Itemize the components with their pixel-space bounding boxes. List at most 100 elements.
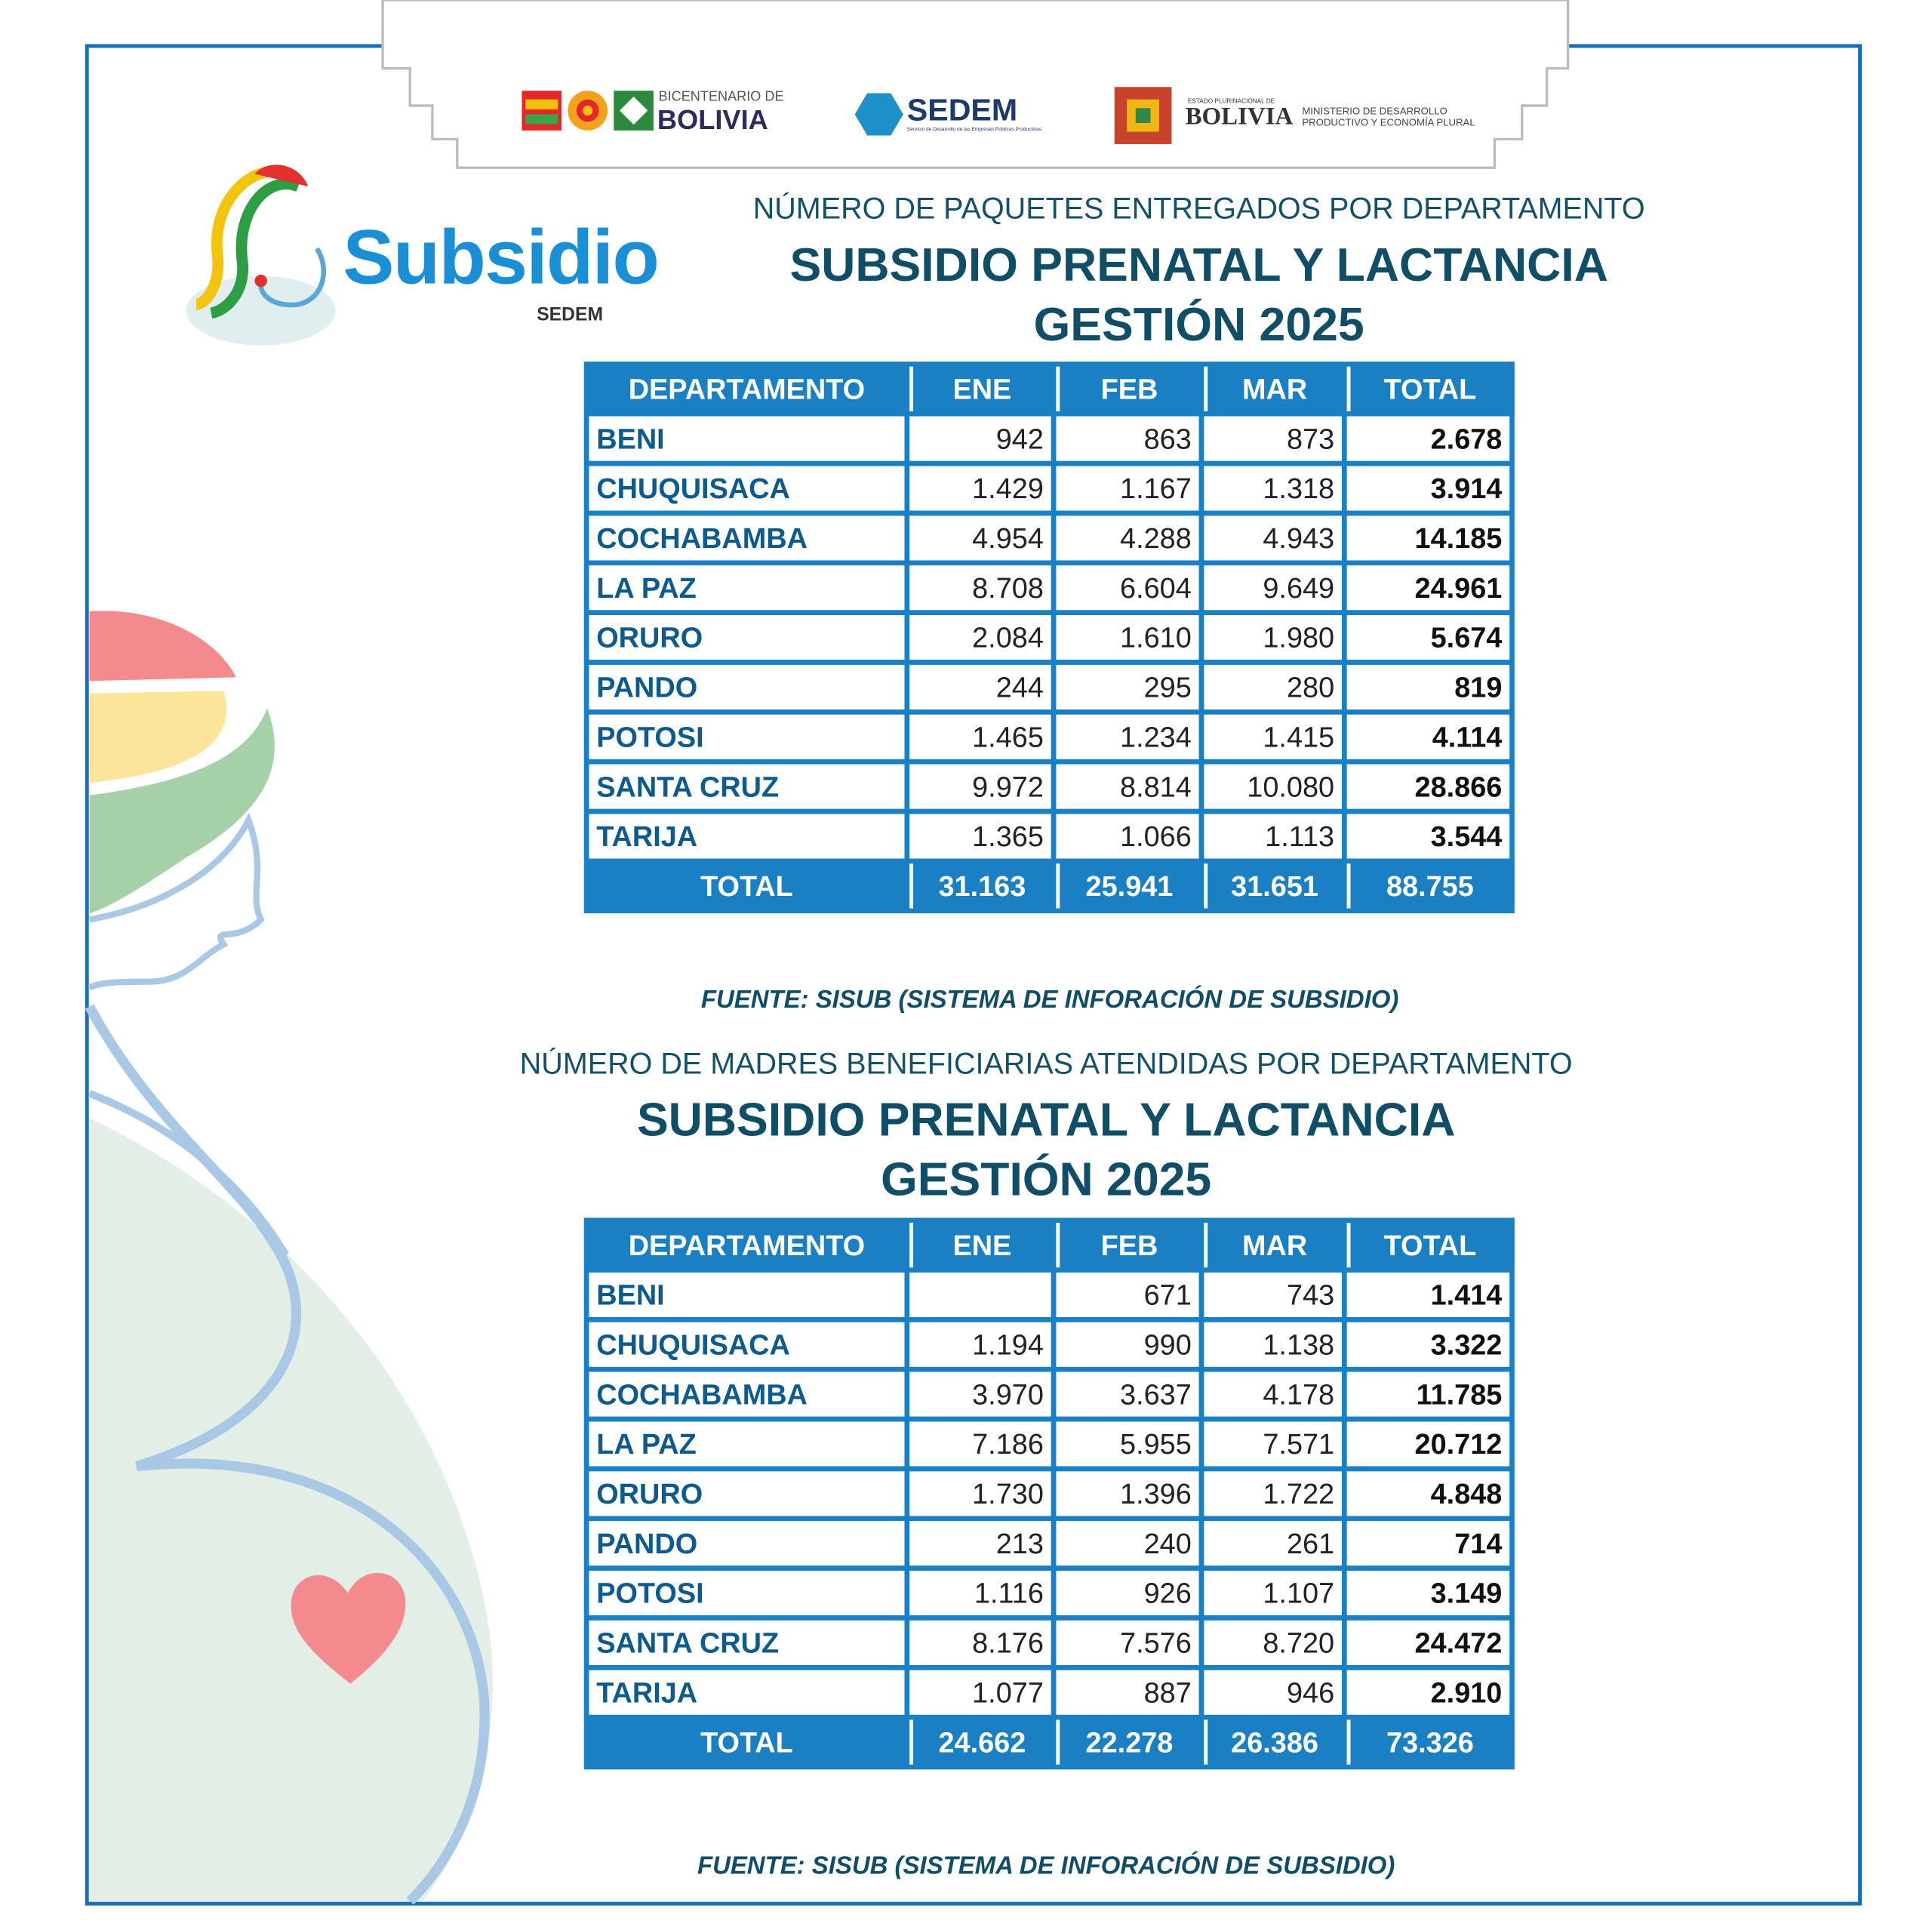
cell: 9.972 (908, 762, 1053, 811)
department: BENI (587, 1271, 906, 1319)
cell: 1.113 (1202, 812, 1343, 860)
subtitle: NÚMERO DE MADRES BENEFICIARIAS ATENDIDAS… (519, 1047, 1573, 1082)
department: SANTA CRUZ (587, 762, 906, 811)
cell: 8.708 (908, 564, 1053, 611)
cell: 2.910 (1345, 1668, 1511, 1716)
total-cell: 73.326 (1346, 1719, 1510, 1765)
column-header: MAR (1204, 366, 1343, 411)
cell: 1.415 (1202, 713, 1343, 761)
cell: 671 (1054, 1271, 1201, 1319)
column-header: DEPARTAMENTO (589, 366, 905, 411)
cell: 1.429 (908, 464, 1053, 513)
cell: 261 (1202, 1519, 1343, 1567)
table-body: DEPARTAMENTO ENE FEB MAR TOTAL BENI 942 863 873 2… (587, 366, 1511, 909)
department: POTOSI (587, 713, 906, 761)
total-cell: 25.941 (1056, 863, 1199, 909)
source: FUENTE: SISUB (SISTEMA DE INFORACIÓN DE … (700, 987, 1399, 1014)
cell: 14.185 (1345, 514, 1511, 562)
cell: 1.610 (1054, 614, 1201, 661)
sedem-tagline: Servicio de Desarrollo de las Empresas P… (906, 125, 1042, 132)
cell: 8.720 (1202, 1619, 1343, 1667)
data-table: DEPARTAMENTO ENE FEB MAR TOTAL BENI 671 743 1.41… (583, 1217, 1515, 1770)
cell: 295 (1054, 663, 1201, 711)
cell: 240 (1054, 1519, 1201, 1567)
estado-big: BOLIVIA (1185, 103, 1294, 131)
cell: 2.678 (1345, 414, 1511, 463)
cell: 8.814 (1054, 762, 1201, 811)
ministerio: MINISTERIO DE DESARROLLO PRODUCTIVO Y ECO… (1302, 106, 1475, 128)
cell: 1.730 (908, 1470, 1053, 1518)
department: TARIJA (587, 812, 906, 860)
total-cell: TOTAL (589, 863, 905, 909)
bicentenario-small: BICENTENARIO DE (658, 89, 784, 105)
title: SUBSIDIO PRENATAL Y LACTANCIA (789, 239, 1608, 292)
total-row: TOTAL 31.163 25.941 31.651 88.755 (589, 863, 1510, 909)
header-row: DEPARTAMENTO ENE FEB MAR TOTAL (589, 1222, 1510, 1268)
cell: 24.961 (1345, 564, 1511, 611)
data-row: CHUQUISACA 1.194 990 1.138 3.322 (587, 1321, 1511, 1368)
data-row: POTOSI 1.465 1.234 1.415 4.114 (587, 713, 1511, 761)
data-row: LA PAZ 7.186 5.955 7.571 20.712 (587, 1420, 1511, 1468)
cell: 1.167 (1054, 464, 1201, 513)
cell: 4.954 (908, 514, 1053, 562)
cell: 2.084 (908, 614, 1053, 661)
cell (908, 1271, 1053, 1319)
column-header: ENE (909, 366, 1051, 411)
header-row: DEPARTAMENTO ENE FEB MAR TOTAL (589, 366, 1510, 411)
cell: 3.970 (908, 1370, 1053, 1418)
cell: 990 (1054, 1321, 1201, 1368)
cell: 3.914 (1345, 464, 1511, 513)
cell: 1.138 (1202, 1321, 1343, 1368)
cell: 873 (1202, 414, 1343, 463)
title: GESTIÓN 2025 (881, 1154, 1212, 1207)
data-row: PANDO 244 295 280 819 (587, 663, 1511, 711)
source: FUENTE: SISUB (SISTEMA DE INFORACIÓN DE … (697, 1852, 1395, 1880)
cell: 244 (908, 663, 1053, 711)
total-cell: 22.278 (1056, 1719, 1199, 1765)
department: CHUQUISACA (587, 464, 906, 513)
cell: 9.649 (1202, 564, 1343, 611)
cell: 1.194 (908, 1321, 1053, 1368)
data-row: BENI 671 743 1.414 (587, 1271, 1511, 1319)
table-body: DEPARTAMENTO ENE FEB MAR TOTAL BENI 671 743 1.41… (587, 1222, 1511, 1765)
data-row: CHUQUISACA 1.429 1.167 1.318 3.914 (587, 464, 1511, 513)
cell: 5.955 (1054, 1420, 1201, 1468)
cell: 4.848 (1345, 1470, 1511, 1518)
department: SANTA CRUZ (587, 1619, 906, 1667)
column-header: DEPARTAMENTO (589, 1222, 905, 1268)
data-row: SANTA CRUZ 9.972 8.814 10.080 28.866 (587, 762, 1511, 811)
cell: 1.365 (908, 812, 1053, 860)
logo-name: Subsidio (343, 214, 659, 301)
data-row: COCHABAMBA 4.954 4.288 4.943 14.185 (587, 514, 1511, 562)
cell: 20.712 (1345, 1420, 1511, 1468)
cell: 213 (908, 1519, 1053, 1567)
department: COCHABAMBA (587, 1370, 906, 1418)
department: BENI (587, 414, 906, 463)
cell: 4.114 (1345, 713, 1511, 761)
cell: 926 (1054, 1569, 1201, 1617)
data-row: TARIJA 1.365 1.066 1.113 3.544 (587, 812, 1511, 860)
cell: 1.066 (1054, 812, 1201, 860)
sedem-logo: SEDEM (906, 93, 1018, 128)
cell: 24.472 (1345, 1619, 1511, 1667)
cell: 4.943 (1202, 514, 1343, 562)
cell: 1.318 (1202, 464, 1343, 513)
data-row: ORURO 1.730 1.396 1.722 4.848 (587, 1470, 1511, 1518)
cell: 1.107 (1202, 1569, 1343, 1617)
cell: 5.674 (1345, 614, 1511, 661)
department: CHUQUISACA (587, 1321, 906, 1368)
title: GESTIÓN 2025 (1033, 299, 1364, 352)
data-row: BENI 942 863 873 2.678 (587, 414, 1511, 463)
cell: 28.866 (1345, 762, 1511, 811)
data-row: POTOSI 1.116 926 1.107 3.149 (587, 1569, 1511, 1617)
data-row: LA PAZ 8.708 6.604 9.649 24.961 (587, 564, 1511, 611)
column-header: TOTAL (1346, 1222, 1510, 1268)
cell: 3.322 (1345, 1321, 1511, 1368)
department: COCHABAMBA (587, 514, 906, 562)
data-row: ORURO 2.084 1.610 1.980 5.674 (587, 614, 1511, 661)
column-header: FEB (1056, 366, 1199, 411)
total-row: TOTAL 24.662 22.278 26.386 73.326 (589, 1719, 1510, 1765)
total-cell: TOTAL (589, 1719, 905, 1765)
